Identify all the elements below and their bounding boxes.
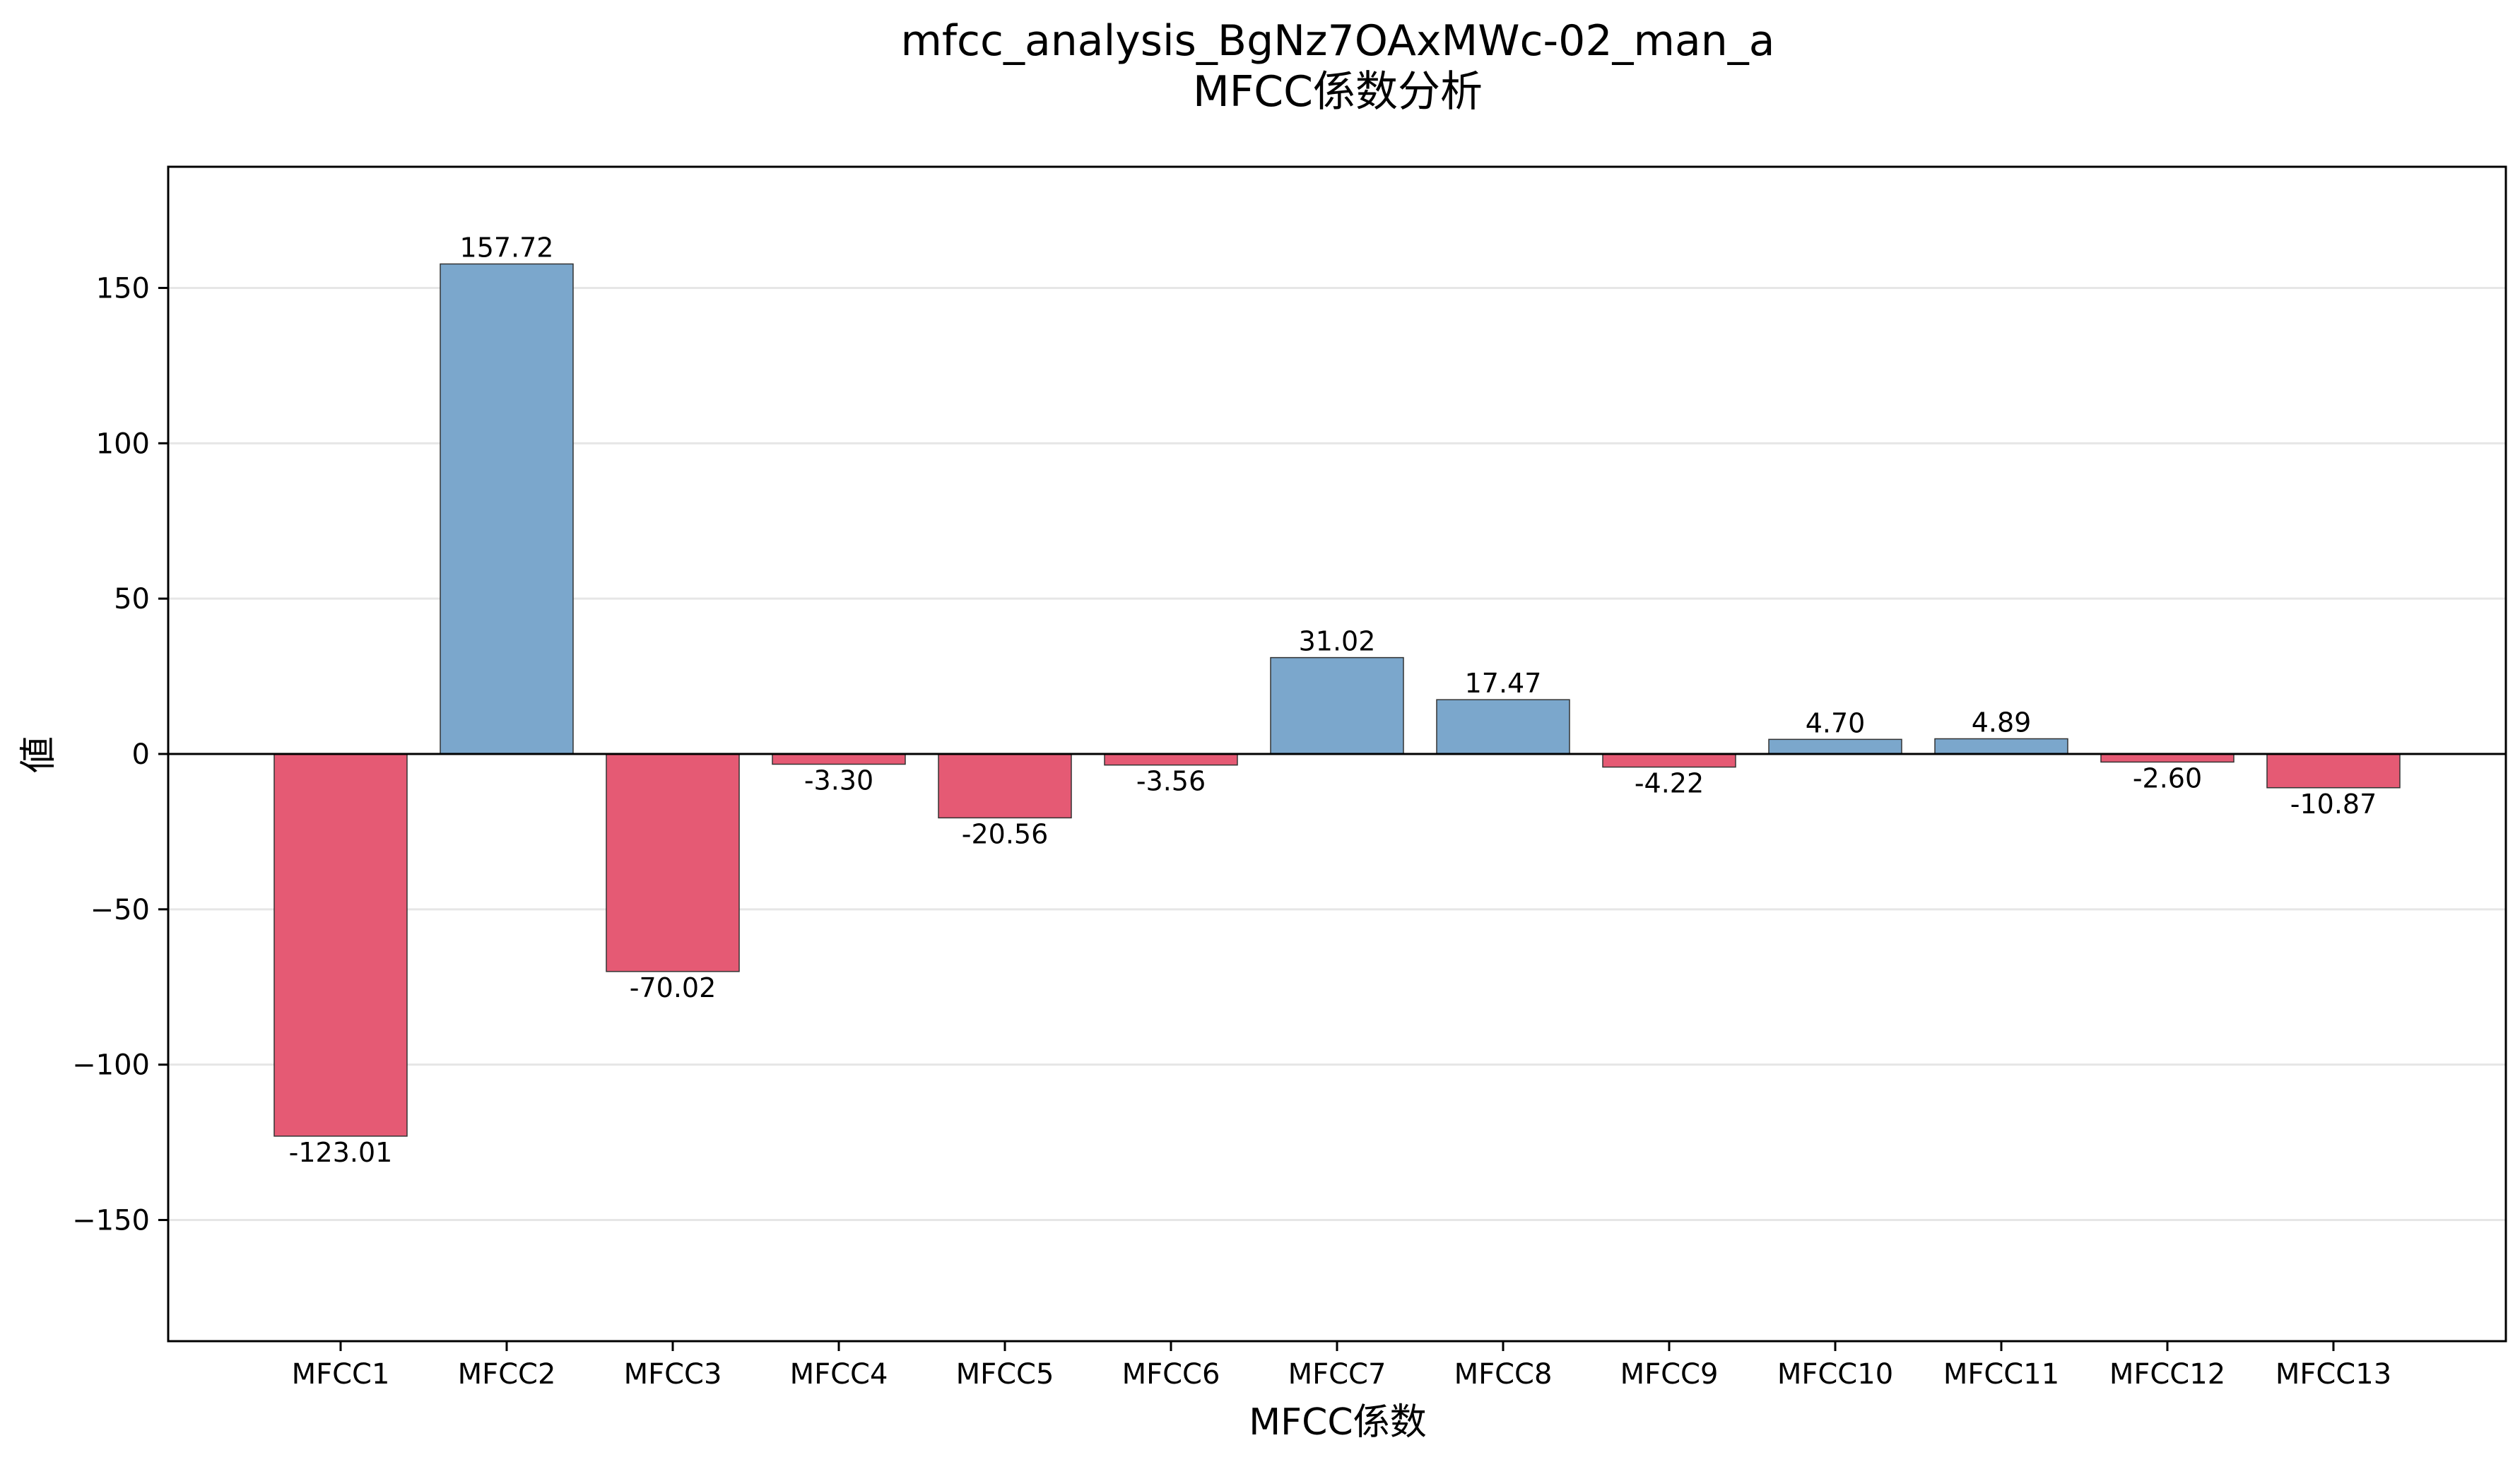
y-axis-label: 値	[18, 736, 60, 773]
chart-title: mfcc_analysis_BgNz7OAxMWc-02_man_a	[900, 16, 1774, 66]
data-label: -3.56	[1136, 766, 1206, 797]
data-label: -3.30	[804, 765, 873, 796]
x-tick-label: MFCC5	[956, 1358, 1054, 1391]
bar-mfcc4	[772, 753, 906, 765]
x-tick-label: MFCC10	[1777, 1358, 1893, 1391]
y-tick-label: −150	[72, 1205, 150, 1237]
bar-mfcc3	[606, 753, 740, 972]
x-tick-label: MFCC7	[1288, 1358, 1386, 1391]
x-tick-label: MFCC12	[2109, 1358, 2225, 1391]
bar-mfcc5	[938, 753, 1072, 819]
x-tick-label: MFCC3	[624, 1358, 722, 1391]
data-label: -70.02	[630, 972, 717, 1003]
x-axis-label: MFCC係数	[1249, 1401, 1426, 1444]
x-tick-label: MFCC4	[790, 1358, 888, 1391]
data-label: 4.70	[1806, 707, 1866, 738]
y-tick-label: 150	[96, 272, 150, 305]
data-label: -10.87	[2290, 789, 2377, 820]
y-axis-ticks: 150 100 50 0 −50 −100 −150	[72, 272, 168, 1237]
bar-mfcc11	[1934, 738, 2068, 755]
x-tick-label: MFCC2	[458, 1358, 556, 1391]
bar-mfcc6	[1104, 753, 1238, 766]
x-tick-label: MFCC1	[292, 1358, 390, 1391]
y-tick-label: 0	[132, 738, 150, 771]
y-tick-label: 100	[96, 428, 150, 460]
x-axis-ticks: MFCC1 MFCC2 MFCC3 MFCC4 MFCC5 MFCC6 MFCC7 MFCC8…	[292, 1341, 2391, 1391]
data-label: -2.60	[2133, 762, 2202, 794]
data-label: -4.22	[1635, 768, 1704, 799]
bar-mfcc8	[1436, 699, 1570, 755]
bar-mfcc12	[2100, 753, 2235, 763]
x-tick-label: MFCC11	[1943, 1358, 2059, 1391]
data-label: 31.02	[1299, 626, 1376, 657]
x-tick-label: MFCC8	[1454, 1358, 1553, 1391]
y-tick-label: 50	[114, 583, 150, 615]
bar-mfcc13	[2266, 753, 2401, 789]
data-label: 17.47	[1465, 668, 1542, 699]
data-label: 157.72	[460, 232, 554, 264]
y-tick-label: −50	[90, 894, 150, 926]
x-tick-label: MFCC6	[1122, 1358, 1220, 1391]
bar-mfcc2	[440, 263, 574, 755]
x-tick-label: MFCC13	[2275, 1358, 2391, 1391]
data-label: -20.56	[962, 818, 1049, 849]
y-tick-label: −100	[72, 1049, 150, 1082]
data-label: -123.01	[289, 1137, 393, 1168]
x-tick-label: MFCC9	[1620, 1358, 1719, 1391]
chart-subtitle: MFCC係数分析	[1193, 67, 1483, 117]
bar-mfcc9	[1602, 753, 1736, 768]
bars	[273, 263, 2401, 1137]
bar-mfcc1	[273, 753, 408, 1137]
data-labels: -123.01 157.72 -70.02 -3.30 -20.56 -3.56 31.02…	[289, 232, 2377, 1168]
data-label: 4.89	[1972, 707, 2032, 738]
bar-mfcc10	[1768, 738, 1902, 755]
bar-mfcc7	[1270, 656, 1404, 755]
